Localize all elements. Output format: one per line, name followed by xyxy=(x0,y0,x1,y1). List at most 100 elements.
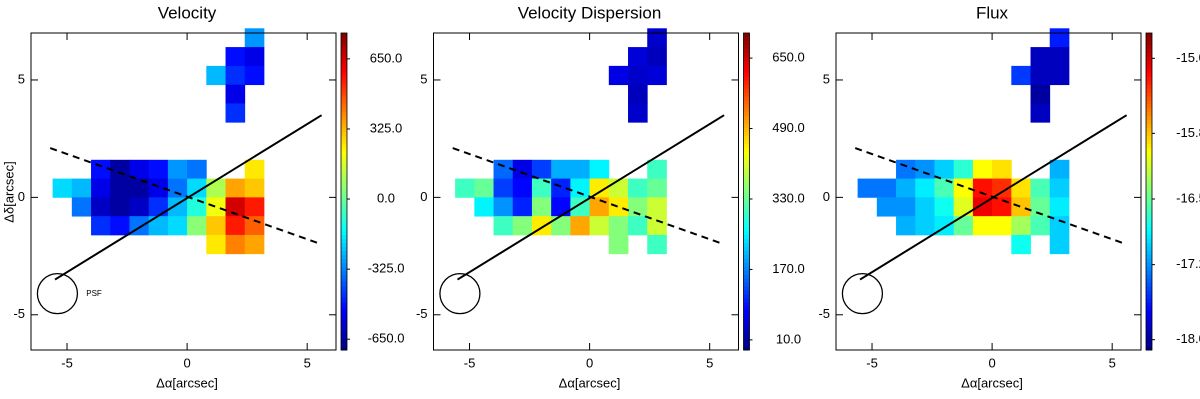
colorbar-step xyxy=(1146,302,1152,307)
map-cell xyxy=(1011,234,1031,255)
colorbar-step xyxy=(341,310,347,315)
colorbar-step xyxy=(341,207,347,212)
map-cell xyxy=(992,216,1012,236)
x-tick-label: 0 xyxy=(586,355,593,370)
map-cell xyxy=(1049,28,1070,48)
colorbar-step xyxy=(1146,183,1152,189)
colorbar-step xyxy=(341,151,347,157)
colorbar-step xyxy=(743,112,750,117)
colorbar-step xyxy=(1146,314,1152,319)
colorbar-tick-label: -16.5 xyxy=(1176,190,1200,205)
colorbar-step xyxy=(1146,155,1152,161)
colorbar-step xyxy=(1146,175,1152,181)
map-cell xyxy=(628,103,648,123)
colorbar-step xyxy=(341,60,347,66)
map-cell xyxy=(628,216,648,236)
y-tick-label: 5 xyxy=(420,71,427,86)
colorbar-step xyxy=(743,159,750,165)
colorbar-step xyxy=(743,282,750,288)
colorbar-step xyxy=(341,44,347,50)
colorbar-tick-label: 0.0 xyxy=(377,190,395,205)
colorbar-step xyxy=(1146,235,1152,240)
colorbar-step xyxy=(1146,219,1152,224)
map-cell xyxy=(129,159,150,179)
colorbar-step xyxy=(1146,139,1152,145)
colorbar-step xyxy=(743,128,750,133)
colorbar-step xyxy=(1146,342,1152,347)
colorbar-step xyxy=(341,56,347,62)
map-cell xyxy=(474,197,494,217)
map-cell xyxy=(71,197,92,217)
colorbar-step xyxy=(1146,223,1152,228)
map-cell xyxy=(934,178,955,198)
map-cell xyxy=(225,103,246,123)
colorbar-frame xyxy=(743,32,750,351)
colorbar-step xyxy=(743,310,750,315)
colorbar-step xyxy=(341,88,347,93)
colorbar-step xyxy=(1146,96,1152,101)
map-cell xyxy=(493,197,514,217)
colorbar-step xyxy=(743,346,750,351)
colorbar-step xyxy=(743,195,750,200)
colorbar-step xyxy=(743,227,750,232)
colorbar-step xyxy=(743,147,750,153)
colorbar-step xyxy=(341,223,347,228)
colorbar-step xyxy=(1146,334,1152,339)
title: Velocity Dispersion xyxy=(518,3,662,22)
colorbar-step xyxy=(341,120,347,125)
colorbar-step xyxy=(743,215,750,220)
map-cell xyxy=(110,159,130,179)
map-cell xyxy=(244,234,265,255)
colorbar-step xyxy=(743,306,750,311)
colorbar-step xyxy=(743,92,750,97)
map-cell xyxy=(148,216,169,236)
colorbar-step xyxy=(743,262,750,268)
map-cell xyxy=(876,178,897,198)
colorbar-step xyxy=(1146,88,1152,93)
colorbar-step xyxy=(341,116,347,121)
colorbar-step xyxy=(341,136,347,141)
map-cell xyxy=(896,197,916,217)
colorbar-step xyxy=(341,33,347,38)
colorbar-step xyxy=(1146,92,1152,97)
colorbar-step xyxy=(743,68,750,74)
colorbar-step xyxy=(1146,322,1152,327)
map-cell xyxy=(91,216,111,236)
colorbar-step xyxy=(743,52,750,58)
colorbar-step xyxy=(743,318,750,323)
map-cell xyxy=(1030,178,1051,198)
colorbar-step xyxy=(1146,136,1152,141)
colorbar-step xyxy=(1146,215,1152,220)
colorbar-step xyxy=(1146,239,1152,244)
map-cell xyxy=(1049,197,1070,217)
colorbar-step xyxy=(743,151,750,157)
colorbar-step xyxy=(1146,56,1152,62)
map-cell xyxy=(512,178,533,198)
x-tick-label: 0 xyxy=(988,355,995,370)
colorbar-step xyxy=(743,40,750,46)
colorbar-step xyxy=(341,278,347,284)
colorbar-step xyxy=(1146,203,1152,208)
colorbar-step xyxy=(743,163,750,169)
colorbar-step xyxy=(1146,100,1152,105)
colorbar-step xyxy=(743,80,750,86)
colorbar-step xyxy=(1146,68,1152,74)
map-cell xyxy=(91,178,111,198)
x-tick-label: 5 xyxy=(706,355,713,370)
colorbar-step xyxy=(743,136,750,141)
title: Flux xyxy=(976,3,1009,22)
colorbar-step xyxy=(341,203,347,208)
colorbar-step xyxy=(341,294,347,299)
colorbar-step xyxy=(743,334,750,339)
map-cell xyxy=(876,197,897,217)
map-cell xyxy=(589,159,610,179)
map-cell xyxy=(647,197,667,217)
map-cell xyxy=(531,159,552,179)
map-cell xyxy=(953,178,974,198)
map-cell xyxy=(953,197,974,217)
colorbar-step xyxy=(341,143,347,149)
plot-frame xyxy=(433,32,739,351)
colorbar-tick-label: 490.0 xyxy=(772,120,805,135)
map-cell xyxy=(628,84,648,104)
colorbar-step xyxy=(743,120,750,125)
